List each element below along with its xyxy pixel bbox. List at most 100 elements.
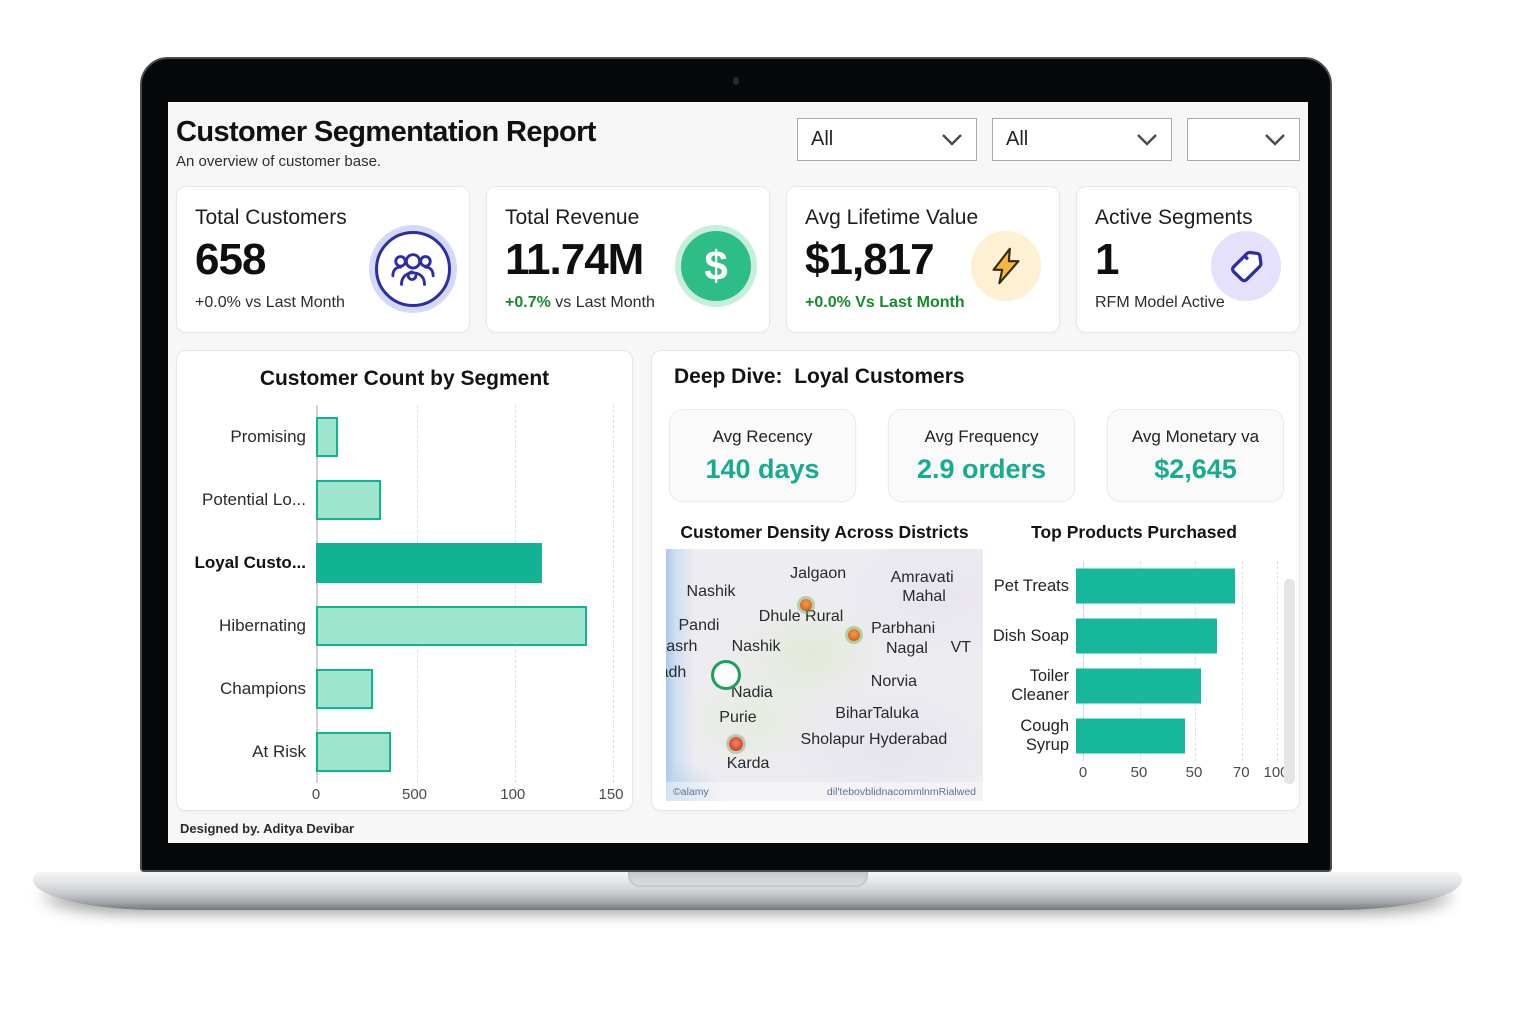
users-icon: [375, 231, 451, 307]
kpi-value: 11.74M: [505, 235, 644, 284]
laptop-hinge-notch: [627, 872, 868, 887]
lightning-bolt-icon: [971, 231, 1041, 301]
map-city-label: BiharTaluka: [835, 705, 919, 723]
map-cluster-marker[interactable]: [847, 628, 860, 641]
product-row: Cough Syrup: [984, 711, 1284, 761]
kpi-card-total-revenue[interactable]: Total Revenue 11.74M +0.7% vs Last Month…: [486, 186, 770, 333]
kpi-label: Total Customers: [195, 206, 347, 229]
district-map[interactable]: ©alamy dil'tebovblidnacommlnmRialwed Nas…: [666, 549, 983, 801]
segment-label: Champions: [220, 678, 306, 698]
header: Customer Segmentation Report An overview…: [176, 116, 1300, 170]
segment-label: Loyal Custo...: [194, 552, 306, 572]
map-city-label: asrh: [666, 638, 698, 656]
product-bar[interactable]: [1076, 668, 1201, 704]
map-cluster-marker[interactable]: [800, 598, 813, 611]
axis-tick-label: 70: [1232, 764, 1250, 781]
stat-avg-monetary[interactable]: Avg Monetary va $2,645: [1107, 409, 1284, 502]
product-label: Dish Soap: [992, 626, 1069, 645]
kpi-card-total-customers[interactable]: Total Customers 658 +0.0% vs Last Month: [176, 186, 470, 333]
segment-label: At Risk: [252, 741, 306, 761]
kpi-delta-rest: RFM Model Active: [1095, 294, 1225, 311]
segment-x-axis: 0 500 100 150: [312, 783, 624, 805]
chevron-down-icon: [1137, 134, 1157, 146]
axis-tick-label: 100: [500, 786, 526, 803]
segment-bar[interactable]: [316, 542, 543, 583]
segment-bar-track: [316, 657, 611, 720]
segment-label: Promising: [230, 426, 306, 446]
product-bar-track: [1076, 561, 1269, 611]
map-title: Customer Density Across Districts: [680, 522, 969, 542]
product-bar[interactable]: [1076, 568, 1235, 604]
segment-row: Champions: [177, 657, 632, 720]
filter-dropdown-1[interactable]: All: [797, 118, 977, 161]
map-ring-marker[interactable]: [710, 660, 741, 690]
products-x-axis: 0 50 50 70 100: [1079, 761, 1289, 781]
product-bar[interactable]: [1076, 718, 1185, 754]
products-scrollbar[interactable]: [1284, 579, 1295, 784]
map-city-label: Norvia: [870, 673, 918, 691]
kpi-row: Total Customers 658 +0.0% vs Last Month: [176, 186, 1300, 333]
viz-row: Customer Density Across Districts ©alamy…: [652, 522, 1299, 801]
footer-credit: Designed by. Aditya Devibar: [180, 821, 355, 836]
segment-bar[interactable]: [316, 605, 588, 646]
segment-bar-track: [316, 531, 611, 594]
kpi-value: 658: [195, 235, 266, 284]
segment-row: Loyal Custo...: [177, 531, 632, 594]
stat-label: Avg Monetary va: [1131, 426, 1260, 446]
stat-value: $2,645: [1154, 453, 1237, 484]
product-bar-track: [1076, 661, 1269, 711]
product-row: Toiler Cleaner: [984, 661, 1284, 711]
segment-bar-track: [316, 720, 611, 783]
segment-bar[interactable]: [316, 731, 391, 772]
map-city-label: Parbhani: [871, 619, 936, 637]
map-red-marker[interactable]: [729, 737, 744, 752]
map-city-label: Jalgaon: [790, 565, 847, 583]
segment-bar[interactable]: [316, 416, 338, 457]
stat-avg-frequency[interactable]: Avg Frequency 2.9 orders: [888, 409, 1075, 502]
kpi-delta: +0.0% Vs Last Month: [805, 294, 1041, 312]
segment-bar[interactable]: [316, 668, 374, 709]
filter-dropdown-3[interactable]: [1187, 118, 1300, 161]
product-label: Pet Treats: [993, 576, 1069, 595]
laptop-lid: Customer Segmentation Report An overview…: [140, 57, 1332, 872]
segment-bar[interactable]: [316, 479, 381, 520]
segment-row: At Risk: [177, 720, 632, 783]
segment-bar-chart: Promising Potential Lo... Loyal Custo... Hi…: [177, 405, 632, 783]
page-subtitle: An overview of customer base.: [176, 153, 382, 170]
map-city-label: Nadia: [731, 683, 773, 701]
chevron-down-icon: [1265, 134, 1285, 146]
segment-row: Hibernating: [177, 594, 632, 657]
segment-chart-title: Customer Count by Segment: [259, 367, 550, 390]
title-block: Customer Segmentation Report An overview…: [176, 116, 596, 170]
main-row: Customer Count by Segment Promising Poten…: [176, 350, 1300, 811]
filter-dropdown-2[interactable]: All: [992, 118, 1172, 161]
axis-tick-label: 150: [598, 786, 624, 803]
kpi-delta: +0.0% vs Last Month: [195, 294, 451, 312]
kpi-delta-accent: +0.7%: [505, 294, 551, 311]
stat-label: Avg Recency: [712, 426, 813, 446]
map-section: Customer Density Across Districts ©alamy…: [666, 522, 983, 801]
axis-tick-label: 50: [1130, 764, 1148, 781]
kpi-card-active-segments[interactable]: Active Segments 1 RFM Model Active: [1076, 186, 1300, 333]
map-city-label: Nashik: [731, 638, 781, 656]
segment-row: Potential Lo...: [177, 468, 632, 531]
dashboard: Customer Segmentation Report An overview…: [168, 102, 1308, 843]
stat-value: 2.9 orders: [916, 453, 1047, 484]
product-row: Pet Treats: [984, 561, 1284, 611]
tag-icon: [1211, 231, 1281, 301]
product-row: Dish Soap: [984, 611, 1284, 661]
top-products-section: Top Products Purchased Pet Treats Dish So…: [984, 522, 1289, 801]
kpi-card-avg-lifetime-value[interactable]: Avg Lifetime Value $1,817 +0.0% Vs Last …: [786, 186, 1060, 333]
product-bar[interactable]: [1076, 618, 1217, 654]
segment-bar-track: [316, 405, 611, 468]
product-bar-track: [1076, 611, 1269, 661]
map-city-label: Purie: [719, 709, 757, 727]
map-city-label: Sholapur Hyderabad: [800, 731, 948, 749]
map-city-label: Dhule Rural: [758, 608, 844, 626]
map-attribution-left: ©alamy: [673, 785, 709, 798]
deep-dive-panel: Deep Dive: Loyal Customers Avg Recency 1…: [651, 350, 1300, 811]
stat-avg-recency[interactable]: Avg Recency 140 days: [669, 409, 856, 502]
kpi-delta-rest: vs Last Month: [550, 294, 655, 311]
kpi-delta-accent: +0.0% Vs Last Month: [805, 294, 965, 311]
segment-bar-track: [316, 594, 611, 657]
